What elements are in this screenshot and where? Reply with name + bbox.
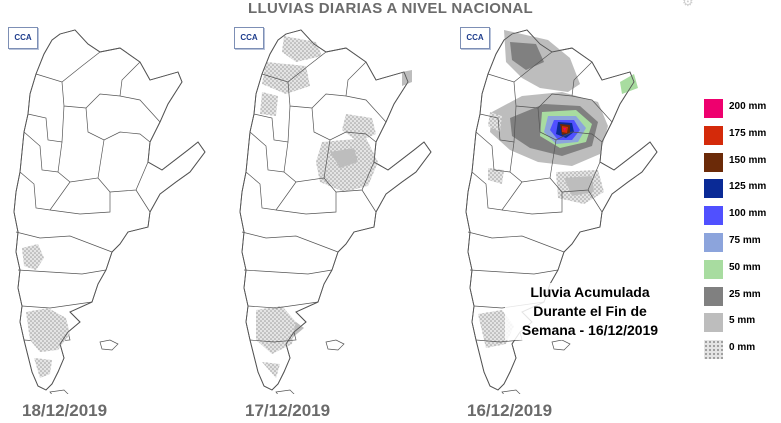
rain-area-0mm: [26, 308, 70, 352]
legend-swatch: [704, 232, 723, 252]
rain-area-0mm: [262, 362, 280, 378]
map-panel-17-12: CCA: [226, 22, 446, 394]
legend-label: 100 mm: [729, 208, 767, 220]
legend-swatch: [704, 313, 723, 333]
legend-label: 150 mm: [729, 154, 767, 166]
argentina-map: [465, 29, 658, 394]
precipitation-legend: 200 mm 175 mm 150 mm 125 mm 100 mm 75 mm 50 mm…: [700, 96, 780, 364]
legend-item: 200 mm: [700, 96, 780, 123]
legend-swatch: [704, 340, 723, 360]
legend-swatch: [704, 179, 723, 199]
legend-swatch: [704, 286, 723, 306]
date-label-18-12: 18/12/2019: [22, 401, 108, 420]
rain-area-25mm: [510, 42, 544, 70]
date-label-16-12: 16/12/2019: [467, 401, 553, 420]
rain-area-50mm: [620, 74, 638, 94]
legend-label: 50 mm: [729, 261, 761, 273]
legend-item: 75 mm: [700, 230, 780, 257]
legend-item: 25 mm: [700, 284, 780, 311]
legend-item: 5 mm: [700, 310, 780, 337]
decoration-mark: ⚙: [682, 0, 694, 9]
map-panel-16-12: CCA: [452, 22, 672, 394]
note-line-1: Lluvia Acumulada: [530, 284, 650, 300]
note-line-2: Durante el Fin de: [533, 303, 647, 319]
rain-area-0mm: [22, 244, 44, 270]
legend-item: 100 mm: [700, 203, 780, 230]
map-title: LLUVIAS DIARIAS A NIVEL NACIONAL: [248, 0, 533, 17]
accumulated-rain-note: Lluvia Acumulada Durante el Fin de Seman…: [505, 283, 675, 340]
legend-swatch: [704, 206, 723, 226]
legend-label: 25 mm: [729, 288, 761, 300]
rain-area-0mm: [488, 168, 504, 184]
legend-label: 125 mm: [729, 181, 767, 193]
rain-area-0mm: [256, 306, 296, 354]
rain-area-0mm: [262, 62, 310, 94]
rain-area-200mm: [563, 128, 566, 131]
legend-swatch: [704, 259, 723, 279]
legend-swatch: [704, 125, 723, 145]
argentina-map: [239, 29, 432, 394]
cca-logo: CCA: [234, 27, 264, 49]
legend-swatch: [704, 99, 723, 118]
legend-label: 75 mm: [729, 234, 761, 246]
note-line-3: Semana - 16/12/2019: [521, 322, 659, 338]
rain-area-0mm: [260, 92, 278, 116]
legend-label: 5 mm: [729, 315, 756, 327]
rain-area-5mm: [330, 148, 358, 168]
rain-area-0mm: [34, 358, 52, 378]
date-label-17-12: 17/12/2019: [245, 401, 331, 420]
legend-label: 200 mm: [729, 101, 767, 112]
argentina-map: [13, 29, 206, 394]
legend-label: 175 mm: [729, 127, 767, 139]
legend-label: 0 mm: [729, 342, 756, 354]
legend-item: 175 mm: [700, 123, 780, 150]
cca-logo: CCA: [8, 27, 38, 49]
cca-logo: CCA: [460, 27, 490, 49]
legend-item: 150 mm: [700, 150, 780, 177]
legend-item: 125 mm: [700, 176, 780, 203]
map-panel-18-12: CCA: [0, 22, 220, 394]
legend-swatch: [704, 152, 723, 172]
legend-item: 50 mm: [700, 257, 780, 284]
legend-item: 0 mm: [700, 337, 780, 364]
